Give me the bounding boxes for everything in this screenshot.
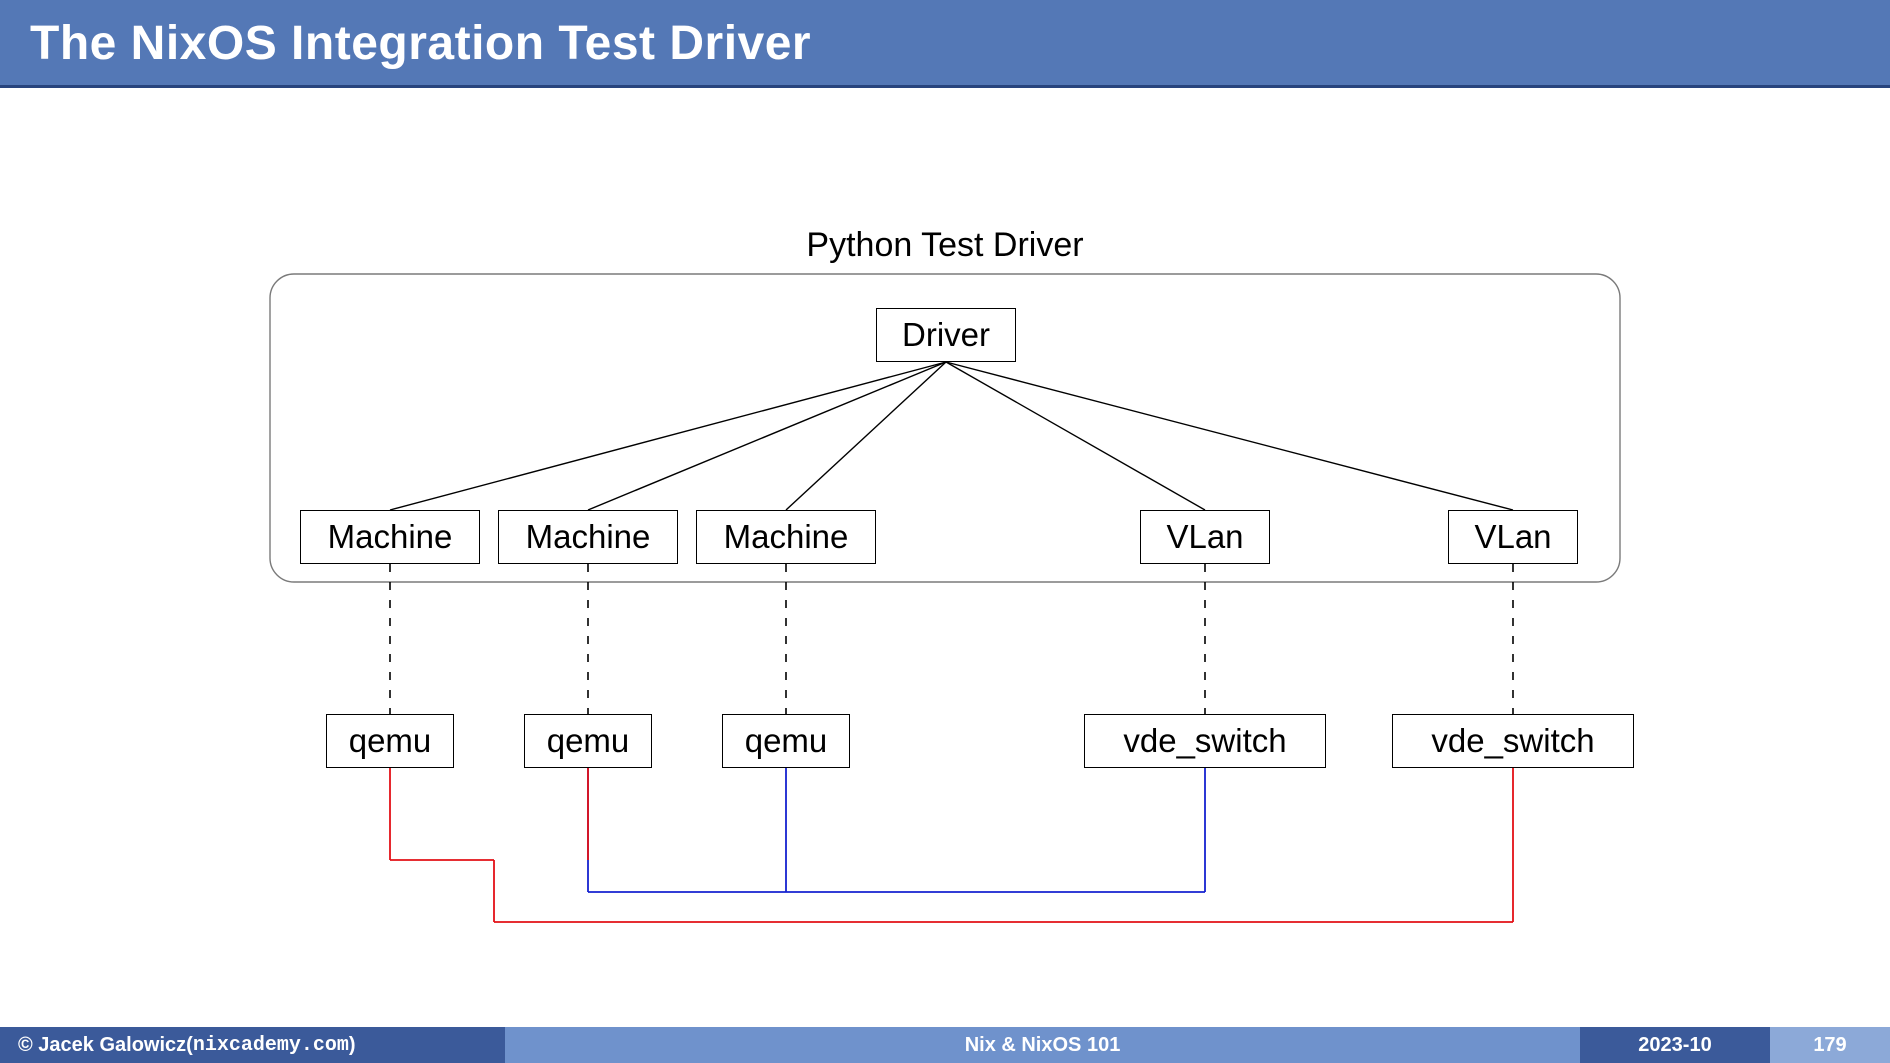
node-m2: Machine [498, 510, 678, 564]
footer-paren-open: ( [186, 1034, 193, 1057]
footer-author: © Jacek Galowicz ( nixcademy.com ) [0, 1027, 505, 1063]
footer-date: 2023-10 [1580, 1027, 1770, 1063]
node-m3: Machine [696, 510, 876, 564]
footer-paren-close: ) [349, 1034, 356, 1057]
footer-author-text: © Jacek Galowicz [18, 1034, 186, 1057]
node-v2: VLan [1448, 510, 1578, 564]
node-s2: vde_switch [1392, 714, 1634, 768]
slide-header-divider [0, 85, 1890, 88]
node-v1: VLan [1140, 510, 1270, 564]
footer-author-url: nixcademy.com [193, 1034, 349, 1057]
node-q2: qemu [524, 714, 652, 768]
diagram-title: Python Test Driver [765, 226, 1125, 265]
node-m1: Machine [300, 510, 480, 564]
diagram-area: Python Test Driver Driver Machine Machine… [0, 112, 1890, 1012]
driver-node: Driver [876, 308, 1016, 362]
node-q1: qemu [326, 714, 454, 768]
node-s1: vde_switch [1084, 714, 1326, 768]
footer-page: 179 [1770, 1027, 1890, 1063]
slide-footer: © Jacek Galowicz ( nixcademy.com ) Nix &… [0, 1027, 1890, 1063]
slide-title: The NixOS Integration Test Driver [30, 17, 811, 70]
node-q3: qemu [722, 714, 850, 768]
slide-header: The NixOS Integration Test Driver [0, 0, 1890, 85]
footer-center: Nix & NixOS 101 [505, 1027, 1580, 1063]
